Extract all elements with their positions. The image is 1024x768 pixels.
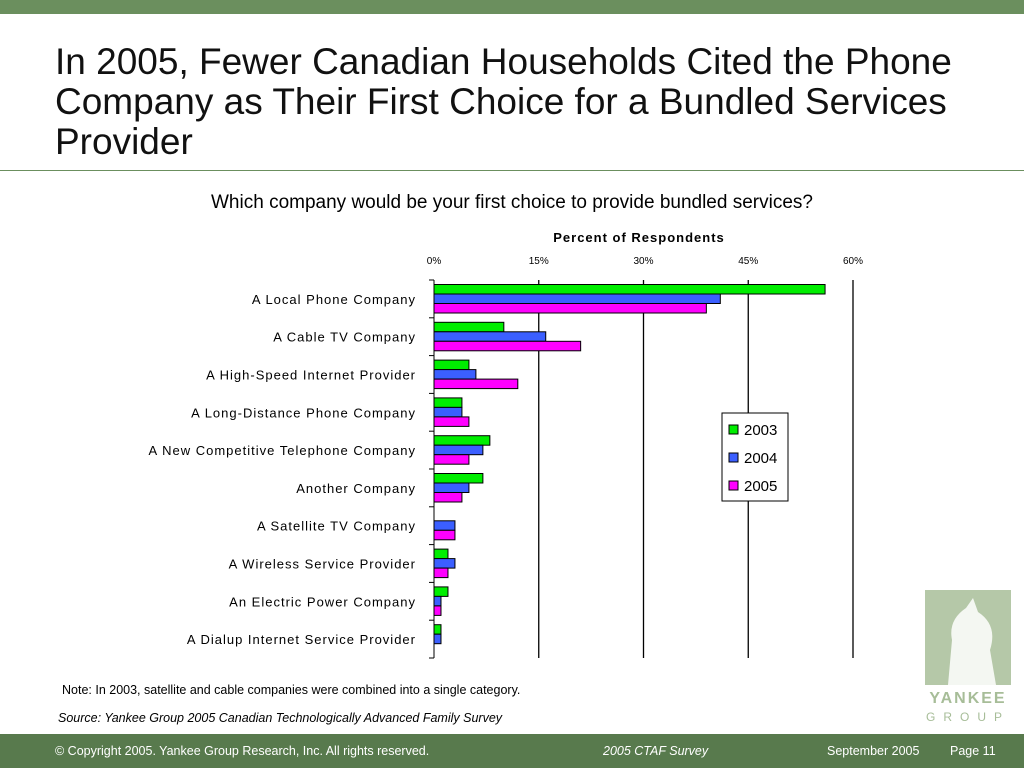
- survey-question: Which company would be your first choice…: [211, 192, 813, 213]
- bar-2004: [433, 558, 456, 569]
- category-label: A High-Speed Internet Provider: [206, 368, 416, 383]
- footer-date: September 2005: [827, 744, 920, 758]
- bar-2003: [433, 321, 505, 333]
- category-label: An Electric Power Company: [229, 594, 416, 609]
- x-axis-title: Percent of Respondents: [553, 230, 725, 245]
- bar-2005: [433, 416, 470, 427]
- chart-source: Source: Yankee Group 2005 Canadian Techn…: [58, 711, 503, 725]
- bar-2003: [433, 473, 484, 484]
- bar-chart: Percent of Respondents 0% 15% 30% 45% 60% A Lo…: [149, 230, 863, 659]
- logo-text-group: GROUP: [926, 710, 1010, 724]
- x-tick-label: 45%: [738, 256, 758, 267]
- x-tick-label: 0%: [427, 256, 442, 267]
- bar-2004: [433, 406, 463, 418]
- bar-2005: [433, 529, 456, 541]
- category-label: A Local Phone Company: [252, 292, 416, 307]
- category-label: A Satellite TV Company: [257, 519, 416, 534]
- bar-2004: [433, 444, 484, 456]
- footer-bar: © Copyright 2005. Yankee Group Research,…: [0, 734, 1024, 768]
- bar-2005: [433, 378, 519, 390]
- bar-2004: [433, 520, 456, 531]
- footer-survey: 2005 CTAF Survey: [603, 744, 709, 758]
- legend-swatch-2003: [728, 424, 739, 435]
- yankee-group-logo: YANKEE GROUP: [925, 590, 1011, 724]
- bar-2003: [433, 435, 491, 446]
- logo-text-yankee: YANKEE: [929, 690, 1006, 707]
- x-tick-label: 60%: [843, 256, 863, 267]
- bar-2003: [433, 284, 826, 295]
- x-tick-label: 30%: [633, 256, 653, 267]
- bar-2003: [433, 359, 470, 371]
- x-tick-label: 15%: [529, 256, 549, 267]
- bar-2004: [433, 482, 470, 493]
- legend-label-2005: 2005: [744, 478, 777, 495]
- bar-2005: [433, 340, 582, 352]
- category-label: A Wireless Service Provider: [229, 557, 416, 572]
- bar-2003: [433, 586, 449, 597]
- bar-2003: [433, 548, 449, 560]
- slide-title: In 2005, Fewer Canadian Households Cited…: [55, 41, 952, 162]
- bar-2005: [433, 605, 442, 616]
- legend-label-2003: 2003: [744, 422, 777, 439]
- bar-2003: [433, 397, 463, 408]
- bar-2005: [433, 492, 463, 503]
- bar-2005: [433, 454, 470, 465]
- bar-2003: [433, 624, 442, 635]
- bar-2004: [433, 595, 442, 607]
- top-accent-bar: [0, 0, 1024, 14]
- title-divider: [0, 170, 1024, 171]
- footer-copyright: © Copyright 2005. Yankee Group Research,…: [55, 744, 430, 758]
- bar-2004: [433, 369, 477, 380]
- category-label: A Dialup Internet Service Provider: [187, 632, 416, 647]
- chart-note: Note: In 2003, satellite and cable compa…: [62, 683, 521, 697]
- bar-2005: [433, 567, 449, 579]
- footer-page: Page 11: [950, 744, 996, 758]
- bar-2004: [433, 331, 547, 342]
- bar-2004: [433, 293, 721, 304]
- bar-2004: [433, 633, 442, 645]
- category-label: A Cable TV Company: [273, 330, 416, 345]
- category-label: A New Competitive Telephone Company: [149, 443, 416, 458]
- legend-label-2004: 2004: [744, 450, 777, 467]
- category-label: A Long-Distance Phone Company: [191, 405, 416, 420]
- legend-swatch-2005: [728, 480, 739, 491]
- bar-2005: [433, 303, 707, 314]
- legend-swatch-2004: [728, 452, 739, 463]
- category-label: Another Company: [296, 481, 416, 496]
